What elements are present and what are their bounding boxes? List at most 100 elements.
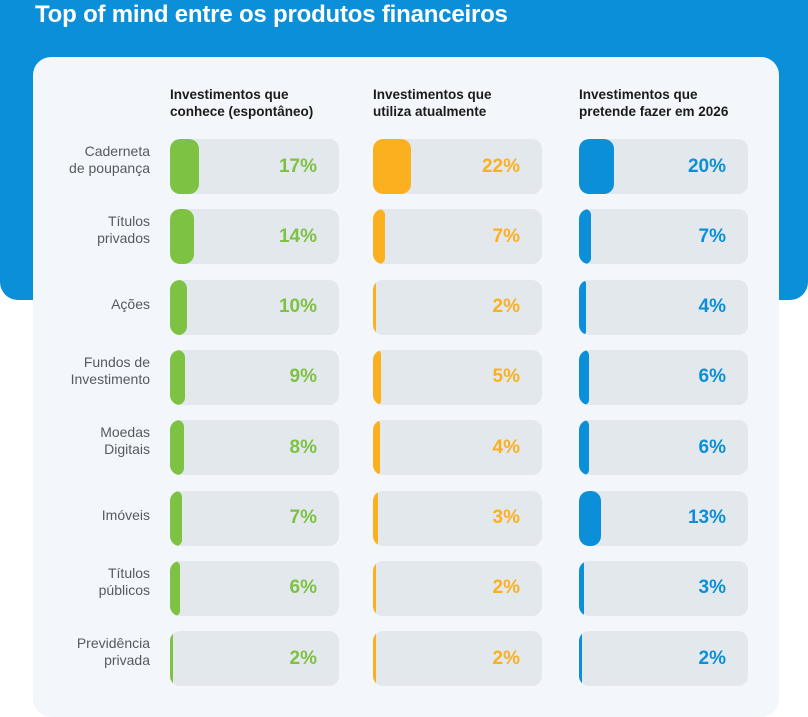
bar-track: 7% — [373, 209, 542, 265]
bar-track: 2% — [579, 631, 748, 687]
bar — [579, 560, 584, 616]
column-header-1-line-1: Investimentos que — [170, 87, 289, 102]
bar-track: 6% — [170, 560, 339, 616]
data-label: 4% — [492, 436, 520, 458]
row-label-4-line-2: Investimento — [70, 370, 150, 387]
row-label-1-line-2: de poupança — [69, 160, 150, 176]
bar-track: 4% — [373, 420, 542, 476]
row-label-4-line-1: Fundos de — [83, 353, 150, 370]
bar — [373, 279, 376, 335]
bar-track: 3% — [579, 560, 748, 616]
row-label-3-line-1: Ações — [111, 296, 150, 313]
data-label: 3% — [698, 577, 726, 599]
bar — [170, 490, 182, 546]
bar — [170, 631, 173, 687]
column-header-2: Investimentos que utiliza atualmente — [373, 86, 573, 120]
bar-track: 3% — [373, 490, 542, 546]
bar — [579, 139, 614, 194]
data-label: 6% — [698, 366, 726, 388]
row-label-2-line-1: Títulos — [107, 213, 150, 230]
data-label: 2% — [492, 577, 520, 599]
row-label-2: Títulos privados — [40, 213, 150, 247]
row-label-1-line-1: Caderneta — [84, 143, 150, 159]
bar-track: 8% — [170, 420, 339, 476]
row-label-1: Caderneta de poupança — [40, 143, 150, 177]
bar-track: 22% — [373, 139, 542, 194]
bar — [170, 349, 186, 405]
data-label: 17% — [278, 155, 317, 177]
row-label-8-line-1: Previdência — [76, 635, 150, 652]
data-label: 2% — [492, 647, 520, 669]
bar — [373, 490, 378, 546]
column-header-3-line-1: Investimentos que — [579, 87, 698, 102]
bar-track: 2% — [373, 560, 542, 616]
row-label-5: Moedas Digitais — [40, 424, 150, 458]
row-label-7-line-1: Títulos — [107, 564, 150, 581]
data-label: 10% — [278, 296, 317, 318]
bar — [579, 209, 591, 265]
bar — [170, 420, 184, 476]
row-label-2-line-2: privados — [97, 230, 150, 247]
column-header-1-line-2: conhece (espontâneo) — [170, 104, 314, 119]
bar — [373, 139, 411, 194]
bar-track: 2% — [170, 631, 339, 687]
data-label: 4% — [698, 296, 726, 318]
data-label: 7% — [492, 225, 520, 247]
data-label: 14% — [278, 225, 317, 247]
bar-track: 13% — [579, 490, 748, 546]
data-label: 20% — [687, 155, 726, 177]
bar — [170, 209, 194, 265]
column-header-2-line-1: Investimentos que — [373, 87, 492, 102]
column-header-3: Investimentos que pretende fazer em 2026 — [579, 86, 779, 120]
row-label-6-line-1: Imóveis — [101, 507, 150, 523]
bar-track: 2% — [373, 631, 542, 687]
row-label-5-line-1: Moedas — [100, 424, 150, 441]
bar — [579, 279, 586, 335]
bar — [373, 420, 380, 476]
bar — [579, 631, 582, 687]
data-label: 22% — [481, 155, 520, 177]
bar-track: 10% — [170, 279, 339, 335]
row-label-7: Títulos públicos — [40, 565, 150, 599]
bar-track: 6% — [579, 420, 748, 476]
bar-track: 2% — [373, 279, 542, 335]
row-label-8: Previdência privada — [40, 635, 150, 669]
data-label: 5% — [492, 366, 520, 388]
bar-track: 5% — [373, 349, 542, 405]
row-label-8-line-2: privada — [104, 652, 150, 669]
bar — [579, 420, 589, 476]
bar — [373, 631, 376, 687]
data-label: 13% — [687, 507, 726, 528]
data-label: 6% — [698, 436, 726, 458]
bar-track: 4% — [579, 279, 748, 335]
bar — [579, 349, 589, 405]
row-label-4: Fundos de Investimento — [40, 354, 150, 388]
bar-track: 6% — [579, 349, 748, 405]
bar — [170, 560, 180, 616]
data-label: 7% — [698, 225, 726, 247]
column-header-1: Investimentos que conhece (espontâneo) — [170, 86, 370, 120]
bar-track: 14% — [170, 209, 339, 265]
column-header-3-line-2: pretende fazer em 2026 — [579, 104, 729, 119]
bar — [170, 139, 200, 194]
row-label-5-line-2: Digitais — [104, 441, 150, 458]
data-label: 9% — [289, 366, 317, 388]
bar-track: 7% — [170, 490, 339, 546]
column-header-2-line-2: utiliza atualmente — [373, 104, 487, 119]
data-label: 8% — [289, 436, 317, 458]
data-label: 2% — [698, 647, 726, 669]
bar — [373, 209, 385, 265]
bar — [579, 490, 602, 546]
bar-track: 9% — [170, 349, 339, 405]
bar — [170, 279, 187, 335]
chart-title: Top of mind entre os produtos financeiro… — [35, 1, 508, 28]
bar-track: 17% — [170, 139, 339, 194]
data-label: 7% — [289, 507, 317, 528]
row-label-7-line-2: públicos — [98, 581, 150, 598]
data-label: 6% — [289, 577, 317, 599]
row-label-3: Ações — [40, 296, 150, 313]
bar — [373, 349, 382, 405]
data-label: 3% — [492, 507, 520, 528]
data-label: 2% — [492, 296, 520, 318]
data-label: 2% — [289, 647, 317, 669]
